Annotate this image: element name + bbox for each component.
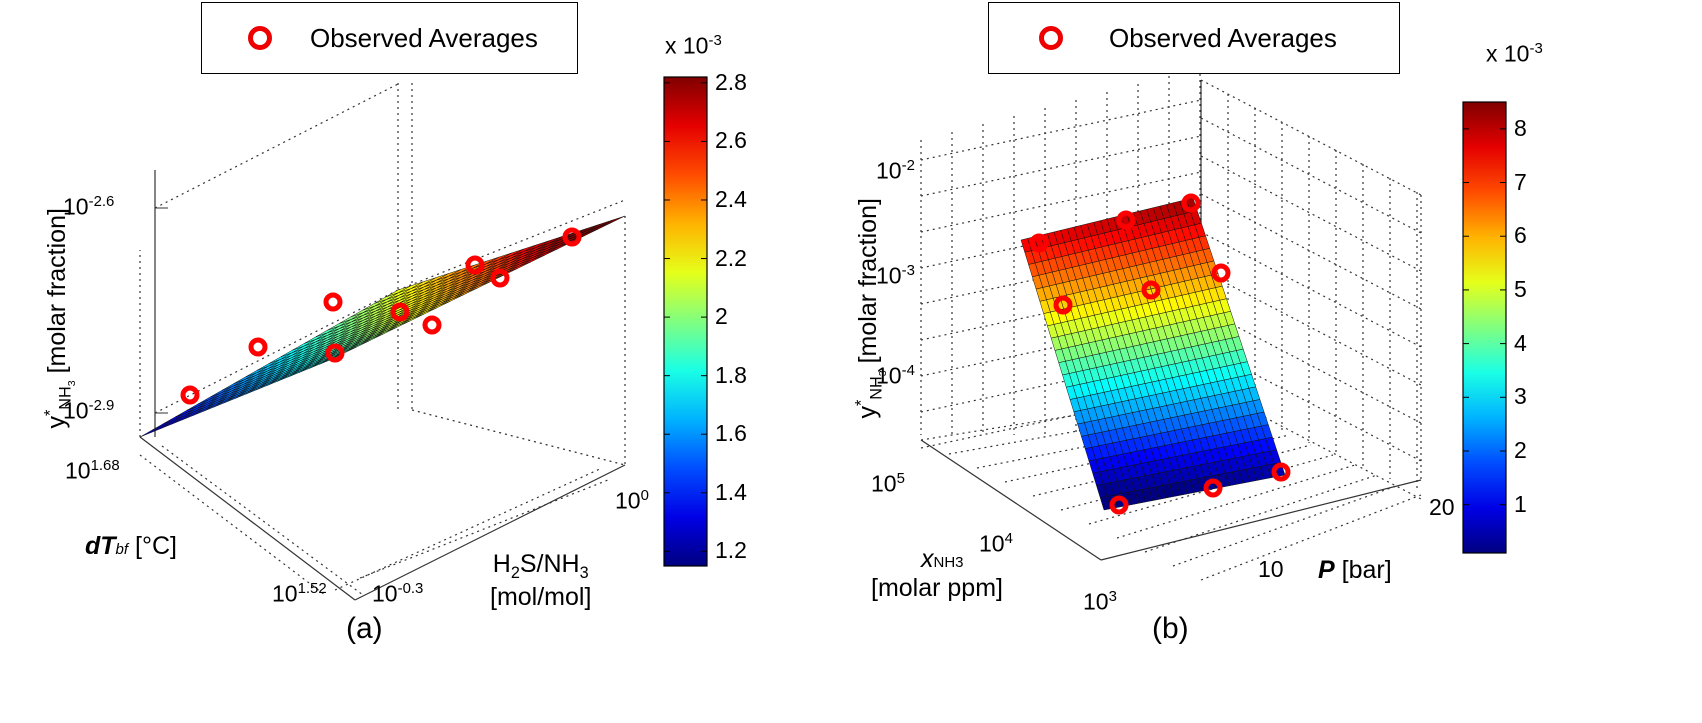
panel-a-colorbar-tick-label: 2.8	[715, 68, 747, 95]
z-tick-a-2: 10-2.9	[63, 397, 115, 424]
legend-b: Observed Averages	[988, 2, 1400, 74]
observed-marker-a	[562, 227, 582, 247]
grid-b	[1172, 484, 1400, 567]
observed-marker-a	[248, 337, 268, 357]
panel-a-colorbar-tick-label: 2.2	[715, 244, 747, 271]
y-tick-a-1: 10-0.3	[372, 580, 424, 607]
z-tick-a-1: 10-2.6	[63, 193, 115, 220]
observed-marker-b	[1203, 478, 1223, 498]
observed-marker-b	[1211, 263, 1231, 283]
surface-a-cell	[586, 219, 613, 232]
panel-b-colorbar-tick-label: 2	[1514, 436, 1527, 463]
panel-b-colorbar-tick-label: 8	[1514, 114, 1527, 141]
axis-b-x	[920, 439, 1102, 561]
x-tick-b-3: 103	[1083, 588, 1117, 615]
panel-a-colorbar-tick-label: 2	[715, 303, 728, 330]
z-tick-b-2: 10-3	[876, 262, 915, 289]
z-tick-b-3: 10-4	[876, 362, 915, 389]
legend-label-a: Observed Averages	[310, 22, 538, 53]
x-tick-b-1: 105	[871, 470, 905, 497]
panel-b-colorbar-tick-label: 5	[1514, 275, 1527, 302]
grid-a	[411, 409, 626, 466]
caption-a: (a)	[346, 612, 383, 645]
chart-panel-b: Observed Averages y*NH3 [molar fraction]…	[851, 0, 1702, 723]
axis-a-y	[354, 464, 626, 601]
panel-a-colorbar-tick-label: 1.6	[715, 420, 747, 447]
observed-marker-b	[1029, 233, 1049, 253]
z-tick-b-1: 10-2	[876, 157, 915, 184]
chart-panel-a: Observed Averages y*NH3 [molar fraction]…	[42, 2, 747, 645]
surface-plot-a	[139, 76, 708, 601]
axis-b-y	[1100, 479, 1422, 561]
observed-marker-a	[323, 292, 343, 312]
observed-marker-b	[1116, 210, 1136, 230]
grid-b	[920, 135, 1202, 197]
panel-b-colorbar-tick-label: 6	[1514, 222, 1527, 249]
panel-b-colorbar-tick-label: 4	[1514, 329, 1527, 356]
observed-marker-b	[1109, 495, 1129, 515]
grid-a	[397, 199, 626, 291]
surface-a-cell	[598, 215, 626, 227]
observed-marker-b	[1271, 462, 1291, 482]
panel-a-colorbar-tick-label: 2.4	[715, 185, 747, 212]
grid-b	[920, 99, 1202, 161]
observed-marker-a	[422, 315, 442, 335]
observed-marker-a	[390, 302, 410, 322]
legend-marker-b	[1039, 26, 1063, 50]
panel-a-colorbar-tick-label: 1.8	[715, 361, 747, 388]
grid-a	[139, 454, 326, 596]
grid-b	[1200, 79, 1422, 196]
y-axis-label-b: P [bar]	[1318, 556, 1392, 584]
panel-b-colorbar-tick-label: 7	[1514, 168, 1527, 195]
panel-a-colorbar	[663, 76, 708, 567]
panel-b-colorbar-tick-label: 1	[1514, 490, 1527, 517]
legend-marker-a	[248, 26, 272, 50]
x-axis-label-b: xNH3 [molar ppm]	[871, 545, 1003, 602]
panel-a-colorbar-tick-label: 1.4	[715, 478, 747, 505]
y-tick-b-1: 10	[1258, 556, 1284, 582]
surface-plot-b	[920, 68, 1507, 581]
grid-b	[1200, 117, 1422, 234]
observed-marker-a	[325, 343, 345, 363]
x-tick-a-2: 101.52	[272, 580, 327, 607]
x-tick-a-1: 101.68	[65, 457, 120, 484]
y-tick-b-2: 20	[1429, 494, 1455, 520]
grid-a	[154, 289, 399, 414]
y-tick-a-2: 100	[615, 487, 649, 514]
observed-marker-a	[490, 268, 510, 288]
observed-marker-a	[465, 255, 485, 275]
panel-b-colorbar-tick-label: 3	[1514, 383, 1527, 410]
grid-b	[1200, 193, 1422, 310]
grid-a	[161, 445, 364, 596]
observed-marker-b	[1141, 280, 1161, 300]
observed-marker-a	[180, 385, 200, 405]
panel-a-colorbar-tick-label: 1.2	[715, 537, 747, 564]
x-axis-label-a: dTbf [°C]	[85, 532, 177, 560]
colorbar-multiplier-a: x 10-3	[665, 32, 722, 59]
colorbar-multiplier-b: x 10-3	[1486, 40, 1543, 67]
grid-b	[1200, 155, 1422, 272]
panel-b-colorbar	[1462, 101, 1507, 554]
grid-a	[359, 479, 609, 579]
grid-a	[334, 467, 603, 591]
grid-b	[1032, 434, 1290, 497]
grid-a	[154, 82, 401, 209]
z-axis-unit-a: [molar fraction]	[43, 208, 72, 374]
legend-a: Observed Averages	[201, 2, 578, 74]
y-axis-label-a: H2S/NH3 [mol/mol]	[490, 550, 592, 611]
panel-a-colorbar-tick-label: 2.6	[715, 127, 747, 154]
legend-label-b: Observed Averages	[1109, 22, 1337, 53]
observed-marker-b	[1053, 295, 1073, 315]
caption-b: (b)	[1152, 612, 1189, 645]
observed-marker-b	[1181, 193, 1201, 213]
axis-a-x	[139, 436, 356, 601]
x-tick-b-2: 104	[979, 530, 1013, 557]
